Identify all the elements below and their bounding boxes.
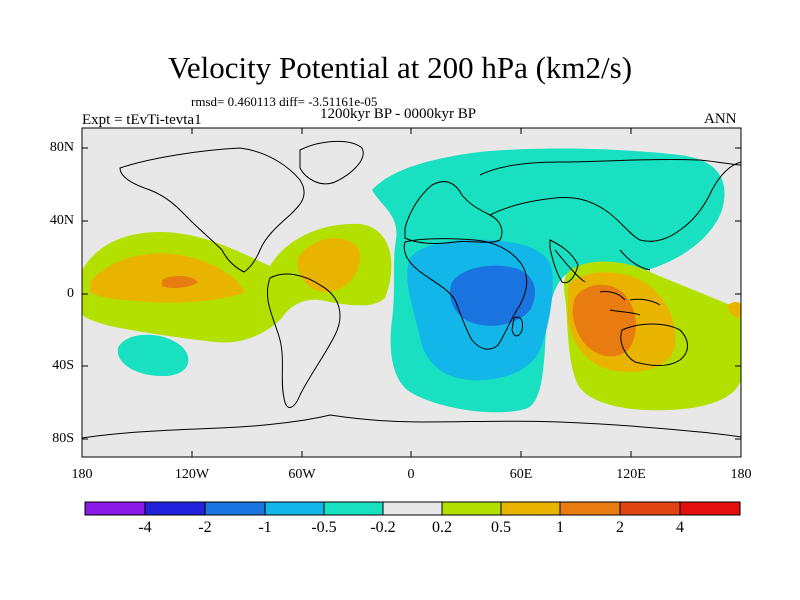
x-label-0: 0 (407, 467, 415, 482)
colorbar-label-2: -1 (258, 519, 272, 536)
colorbar-swatch-9 (619, 501, 681, 516)
coastlines (82, 140, 741, 439)
x-label-180e: 180 (730, 467, 752, 482)
colorbar-label-4: -0.2 (370, 519, 396, 536)
coast-australia (620, 323, 688, 366)
contour-neg-1-africa (450, 265, 535, 326)
period-label: 1200kyr BP - 0000kyr BP (320, 106, 477, 122)
colorbar-swatch-2 (204, 501, 266, 516)
map-area (82, 128, 741, 457)
contour-pos-1-indopacific (572, 284, 636, 357)
x-label-120e: 120E (616, 467, 646, 482)
colorbar-label-5: 0.2 (432, 519, 452, 536)
contour-pos-0p5-atlantic (297, 238, 360, 293)
x-label-60w: 60W (288, 467, 316, 482)
colorbar (84, 501, 741, 516)
axis-ticks (81, 128, 742, 457)
coast-madagascar (511, 316, 523, 337)
coast-africa (403, 238, 528, 350)
season-label: ANN (704, 111, 737, 127)
colorbar-swatch-7 (500, 501, 561, 516)
colorbar-swatch-3 (264, 501, 325, 516)
x-label-180w: 180 (71, 467, 93, 482)
coast-greenland (299, 140, 364, 185)
y-label-40n: 40N (49, 213, 74, 228)
coast-south-america (266, 273, 341, 408)
contour-neg-0p2-south-pacific (117, 334, 189, 377)
colorbar-label-9: 4 (676, 519, 684, 536)
coast-india (549, 239, 579, 284)
colorbar-swatch-10 (679, 501, 741, 516)
stats-line: rmsd= 0.460113 diff= -3.51161e-05 (191, 94, 378, 109)
colorbar-swatch-6 (441, 501, 502, 516)
colorbar-label-0: -4 (138, 519, 152, 536)
contour-pos-1-pacific (162, 276, 198, 289)
coast-asia (479, 158, 741, 283)
colorbar-swatch-8 (559, 501, 621, 516)
y-label-40s: 40S (52, 358, 74, 373)
x-label-60e: 60E (509, 467, 533, 482)
map-title: Velocity Potential at 200 hPa (km2/s) (167, 50, 633, 85)
colorbar-swatch-4 (323, 501, 384, 516)
coast-maritime (599, 291, 661, 316)
colorbar-label-7: 1 (556, 519, 564, 536)
coast-antarctica (82, 414, 741, 439)
colorbar-label-1: -2 (198, 519, 212, 536)
contour-pos-0p2-dateline (728, 302, 741, 318)
colorbar-swatch-0 (84, 501, 146, 516)
colorbar-swatch-1 (144, 501, 206, 516)
colorbar-swatch-5 (382, 501, 443, 516)
y-label-0: 0 (67, 286, 74, 301)
colorbar-label-8: 2 (616, 519, 624, 536)
experiment-label: Expt = tEvTi-tevta1 (82, 112, 202, 128)
coast-north-america (119, 147, 305, 273)
x-label-120w: 120W (174, 467, 210, 482)
colorbar-label-6: 0.5 (491, 519, 511, 536)
y-label-80s: 80S (52, 431, 74, 446)
colorbar-label-3: -0.5 (311, 519, 337, 536)
y-label-80n: 80N (49, 140, 74, 155)
